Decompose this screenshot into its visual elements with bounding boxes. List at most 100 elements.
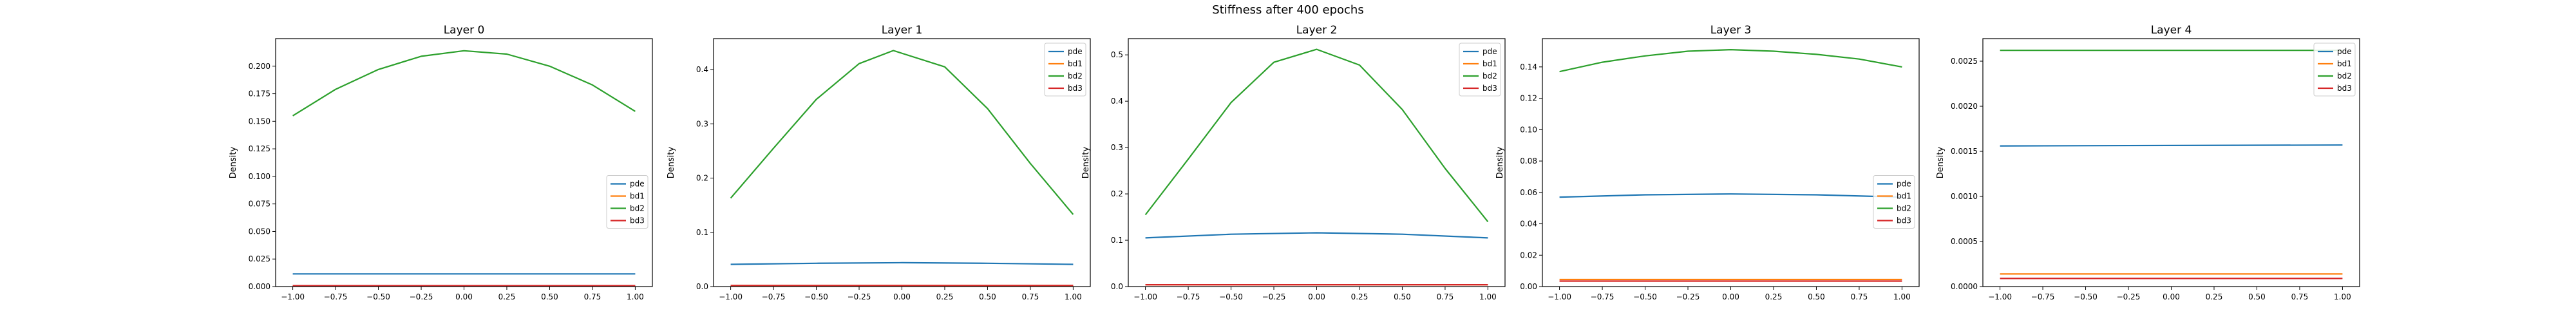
x-tick-label: −1.00	[1988, 292, 2012, 301]
y-tick-label: 0.0025	[1951, 57, 1978, 66]
series-line-pde	[1145, 232, 1488, 239]
y-tick-label: 0.1	[1111, 236, 1123, 245]
chart-panel-layer-1: Layer 1 −1.00 −0.75 −0.50 −0.25 0.00 0.25 0.50 0…	[667, 24, 1091, 301]
y-tick-label: 0.025	[249, 254, 270, 263]
x-tick-label: 0.50	[2248, 292, 2266, 301]
x-tick-label: 0.25	[498, 292, 516, 301]
legend-label: bd1	[1068, 59, 1083, 68]
y-tick-label: 0.08	[1520, 156, 1537, 166]
legend-label: bd1	[630, 192, 645, 201]
x-tick-label: −0.50	[1219, 292, 1243, 301]
x-tick-label: 0.00	[2163, 292, 2180, 301]
y-axis-ticks: 0.0 0.1 0.2 0.3 0.4 0.5	[1111, 50, 1128, 291]
x-tick-label: −1.00	[1548, 292, 1571, 301]
axes-frame	[1128, 38, 1506, 287]
x-tick-label: 1.00	[1479, 292, 1497, 301]
legend-box	[1873, 175, 1915, 229]
legend: pde bd1 bd2 bd3	[1044, 43, 1086, 97]
y-tick-label: 0.0005	[1951, 237, 1978, 246]
y-tick-label: 0.1	[696, 228, 708, 237]
plot-area	[714, 39, 1090, 287]
x-axis-ticks: −1.00 −0.75 −0.50 −0.25 0.00 0.25 0.50 0.75 1.00	[1548, 287, 1911, 301]
series-line-bd2	[730, 50, 1074, 215]
series-lines	[1559, 48, 1902, 282]
chart-panel-layer-0: Layer 0 −1.00 −0.75 −0.50 −0.25 0.00 0.25 0.50 0…	[229, 24, 653, 301]
x-tick-label: 1.00	[627, 292, 644, 301]
y-tick-label: 0.175	[249, 90, 270, 99]
legend-label: bd3	[630, 216, 645, 225]
x-tick-label: −1.00	[719, 292, 743, 301]
x-tick-label: −0.25	[1262, 292, 1286, 301]
legend-label: bd2	[1482, 71, 1497, 80]
legend-box	[2313, 43, 2356, 97]
y-tick-label: 0.5	[1111, 50, 1123, 59]
y-tick-label: 0.2	[1111, 189, 1123, 198]
x-tick-label: 0.25	[2206, 292, 2223, 301]
x-axis-ticks: −1.00 −0.75 −0.50 −0.25 0.00 0.25 0.50 0.75 1.00	[281, 287, 644, 301]
x-tick-label: 0.50	[979, 292, 996, 301]
x-tick-label: 0.50	[541, 292, 558, 301]
legend-label: pde	[630, 180, 645, 189]
x-tick-label: −0.50	[2074, 292, 2098, 301]
legend-label: bd1	[1482, 59, 1497, 68]
plot-area	[1983, 39, 2360, 287]
x-tick-label: 0.00	[1308, 292, 1325, 301]
y-tick-label: 0.0015	[1951, 147, 1978, 156]
legend-box	[606, 175, 649, 229]
y-axis-ticks: 0.0000 0.0005 0.0010 0.0015 0.0020 0.0025	[1951, 57, 1983, 291]
legend-label: bd2	[1897, 204, 1911, 213]
legend-label: bd2	[2337, 71, 2352, 80]
y-tick-label: 0.0	[1111, 282, 1123, 291]
legend-label: bd3	[2337, 84, 2352, 93]
plot-area	[1128, 39, 1505, 287]
x-tick-label: −0.50	[366, 292, 390, 301]
y-tick-label: 0.10	[1520, 125, 1537, 134]
plot-area	[276, 39, 652, 287]
y-tick-label: 0.0000	[1951, 282, 1978, 291]
plot-area	[1542, 39, 1919, 287]
y-tick-label: 0.125	[249, 144, 270, 153]
x-tick-label: −1.00	[1133, 292, 1157, 301]
x-tick-label: 0.00	[1722, 292, 1739, 301]
legend: pde bd1 bd2 bd3	[2313, 43, 2356, 97]
axes-frame	[1542, 38, 1920, 287]
y-tick-label: 0.0010	[1951, 192, 1978, 201]
chart-panel-layer-4: Layer 4 −1.00 −0.75 −0.50 −0.25 0.00 0.25 0.50 0…	[1936, 24, 2360, 301]
y-tick-label: 0.00	[1520, 282, 1537, 291]
series-line-bd2	[1559, 48, 1902, 73]
y-tick-label: 0.3	[1111, 143, 1123, 152]
x-tick-label: 0.50	[1394, 292, 1411, 301]
y-axis-label: Density	[1936, 146, 1946, 178]
x-tick-label: 0.25	[1351, 292, 1368, 301]
axes-frame	[1982, 38, 2360, 287]
legend-box	[1459, 43, 1501, 97]
x-tick-label: 0.00	[455, 292, 473, 301]
y-tick-label: 0.075	[249, 200, 270, 209]
series-line-bd2	[292, 50, 636, 117]
x-tick-label: 0.50	[1808, 292, 1825, 301]
series-line-pde	[2000, 144, 2343, 147]
y-tick-label: 0.000	[249, 282, 270, 291]
legend-box	[1044, 43, 1086, 97]
chart-title: Layer 3	[1710, 24, 1752, 37]
series-lines	[292, 50, 636, 287]
y-tick-label: 0.050	[249, 227, 270, 236]
y-axis-ticks: 0.000 0.025 0.050 0.075 0.100 0.125 0.150 0.175…	[249, 62, 276, 291]
x-tick-label: −0.25	[2117, 292, 2141, 301]
legend-label: pde	[1068, 47, 1083, 56]
chart-panel-layer-3: Layer 3 −1.00 −0.75 −0.50 −0.25 0.00 0.25 0.50 0…	[1495, 24, 1920, 301]
x-tick-label: 1.00	[1893, 292, 1911, 301]
legend-label: bd1	[2337, 59, 2352, 68]
figure-suptitle: Stiffness after 400 epochs	[1212, 3, 1363, 17]
x-tick-label: 0.75	[1851, 292, 1868, 301]
legend-label: pde	[1897, 180, 1911, 189]
y-axis-label: Density	[1495, 146, 1505, 178]
y-tick-label: 0.2	[696, 174, 708, 183]
y-tick-label: 0.0	[696, 282, 708, 291]
legend-label: bd2	[630, 204, 645, 213]
x-tick-label: −0.50	[1633, 292, 1657, 301]
x-tick-label: −0.75	[762, 292, 786, 301]
y-tick-label: 0.06	[1520, 188, 1537, 197]
x-tick-label: 0.75	[1437, 292, 1454, 301]
legend-label: pde	[2337, 47, 2352, 56]
